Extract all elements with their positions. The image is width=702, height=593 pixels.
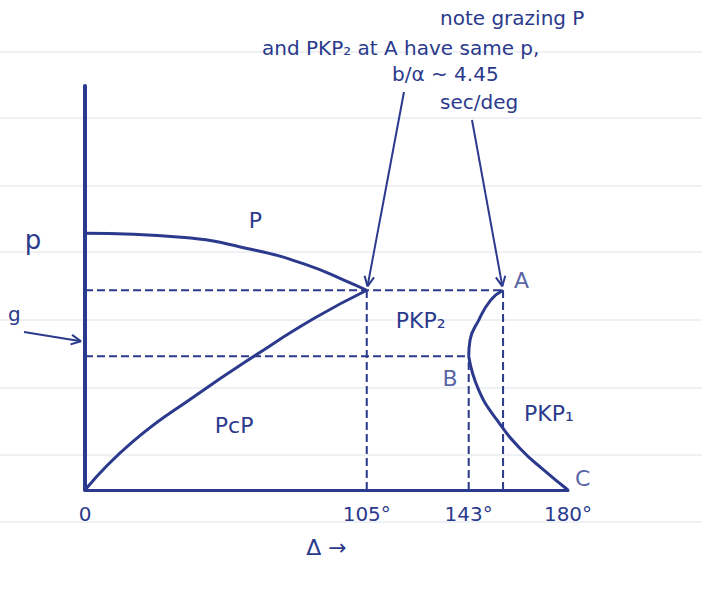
- svg-text:180°: 180°: [544, 502, 592, 526]
- svg-text:note grazing P: note grazing P: [440, 6, 584, 30]
- svg-text:PKP₁: PKP₁: [524, 401, 574, 426]
- svg-text:B: B: [443, 366, 458, 391]
- svg-text:and PKP₂ at A have same p,: and PKP₂ at A have same p,: [262, 36, 539, 60]
- svg-text:PKP₂: PKP₂: [396, 308, 446, 333]
- svg-text:p: p: [25, 225, 42, 255]
- svg-text:sec/deg: sec/deg: [440, 90, 518, 114]
- svg-text:A: A: [514, 268, 529, 293]
- svg-text:b/α ~ 4.45: b/α ~ 4.45: [392, 62, 499, 86]
- svg-text:105°: 105°: [343, 502, 391, 526]
- svg-text:PcP: PcP: [215, 413, 254, 438]
- svg-text:C: C: [575, 466, 590, 491]
- svg-text:P: P: [249, 208, 262, 233]
- svg-text:Δ →: Δ →: [306, 535, 346, 560]
- svg-text:0: 0: [79, 502, 92, 526]
- svg-text:143°: 143°: [445, 502, 493, 526]
- svg-text:g: g: [8, 302, 21, 326]
